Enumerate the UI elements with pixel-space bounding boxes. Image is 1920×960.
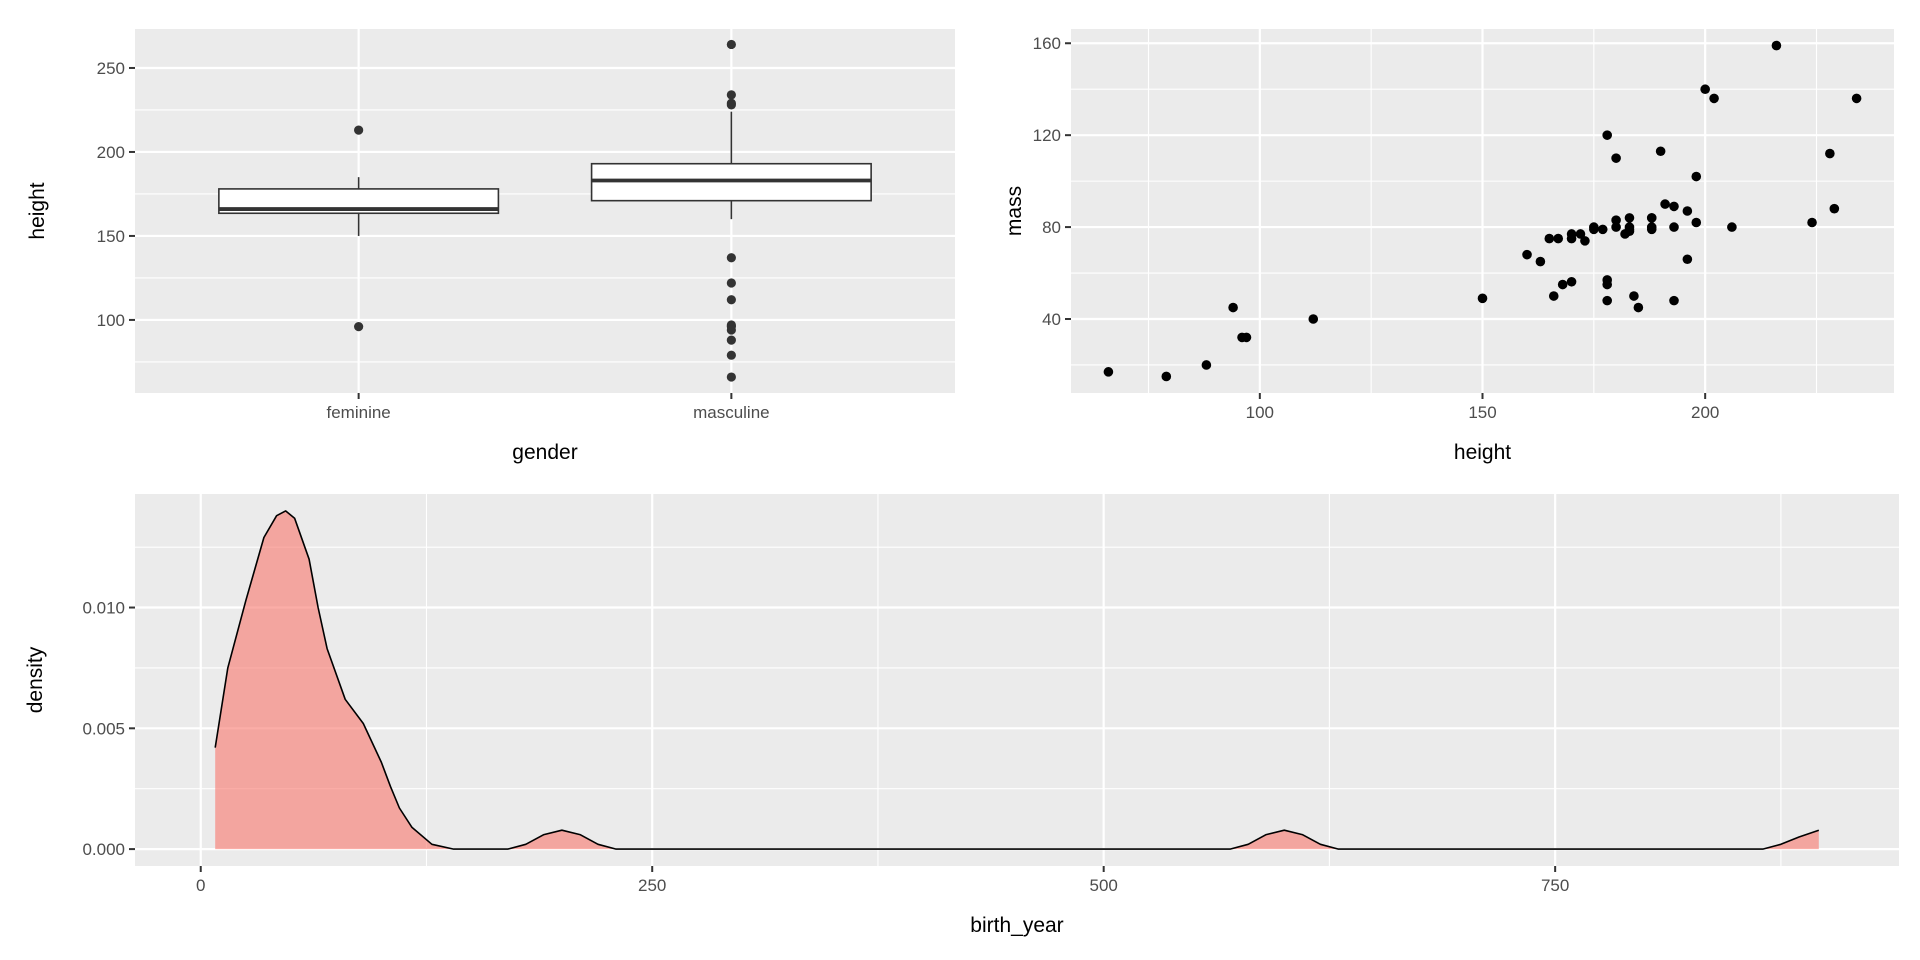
scatter-point — [1201, 360, 1212, 370]
scatter-point — [1228, 302, 1238, 313]
scatter-point — [1682, 254, 1693, 265]
scatter-point — [1611, 215, 1621, 225]
outlier-point — [726, 325, 736, 335]
scatter-point — [1655, 146, 1666, 157]
y-axis-title: mass — [1003, 186, 1026, 236]
x-axis-title: height — [1454, 441, 1511, 464]
scatter-point — [1825, 148, 1835, 159]
scatter-point — [1611, 153, 1621, 163]
outlier-point — [726, 39, 736, 50]
scatter-point — [1557, 279, 1568, 290]
scatter-point — [1602, 295, 1612, 306]
scatter-point — [1660, 199, 1670, 209]
y-tick-label: 150 — [97, 227, 125, 246]
y-tick-label: 40 — [1042, 310, 1061, 329]
scatter-point — [1669, 201, 1679, 212]
outlier-point — [726, 100, 736, 110]
scatter-point — [1589, 222, 1599, 232]
scatter-point — [1624, 222, 1635, 232]
density-area — [215, 510, 1819, 850]
scatter-point — [1700, 84, 1710, 95]
scatter-point — [1477, 293, 1488, 304]
scatter-point — [1669, 295, 1679, 306]
scatter-point — [1829, 203, 1840, 214]
y-tick-label: 100 — [97, 311, 125, 330]
scatter-point — [1807, 217, 1817, 228]
box-feminine — [218, 125, 500, 332]
scatter-point — [1624, 213, 1635, 223]
outlier-point — [726, 295, 736, 305]
y-tick-label: 250 — [97, 59, 125, 78]
scatter-point — [1611, 222, 1621, 232]
outlier-point — [354, 125, 364, 135]
scatter-point — [1633, 302, 1644, 313]
x-axis-title: birth_year — [970, 914, 1063, 937]
scatter-point — [1241, 332, 1252, 343]
scatter-point — [1691, 171, 1702, 182]
x-axis-title: gender — [512, 441, 577, 464]
panel-1: 100 150 200 250 height gender feminine masculin… — [26, 29, 955, 464]
outlier-point — [726, 350, 736, 360]
outlier-point — [354, 322, 364, 332]
scatter-point — [1669, 222, 1679, 232]
scatter-point — [1709, 93, 1719, 104]
scatter-point — [1851, 93, 1862, 104]
scatter-point — [1575, 229, 1586, 239]
x-tick-label: masculine — [693, 403, 770, 422]
x-tick-label: feminine — [327, 403, 391, 422]
scatter-point — [1544, 233, 1555, 244]
scatter-point — [1566, 233, 1577, 244]
scatter-point — [1646, 224, 1657, 235]
panel-2: 40 80 120 160 mass height 100 150 200 — [1003, 29, 1894, 464]
outlier-point — [726, 253, 736, 263]
x-tick-label: 500 — [1089, 876, 1117, 895]
panel-3: 0.000 0.005 0.010 density birth_year 0 250 500 7… — [24, 494, 1899, 937]
scatter-point — [1548, 291, 1559, 301]
panel-background — [135, 494, 1899, 866]
scatter-point — [1103, 367, 1114, 377]
x-tick-label: 0 — [196, 876, 205, 895]
density-line — [214, 510, 1820, 850]
scatter-point — [1682, 206, 1693, 216]
scatter-point — [1553, 233, 1564, 244]
outlier-point — [726, 335, 736, 345]
x-tick-label: 100 — [1246, 403, 1274, 422]
x-tick-label: 250 — [638, 876, 666, 895]
y-tick-label: 80 — [1042, 218, 1061, 237]
scatter-point — [1691, 217, 1702, 228]
scatter-point — [1566, 276, 1577, 287]
box-masculine — [590, 39, 872, 382]
x-tick-label: 150 — [1468, 403, 1496, 422]
x-tick-label: 200 — [1691, 403, 1719, 422]
scatter-point — [1629, 291, 1639, 301]
scatter-point — [1161, 371, 1172, 382]
scatter-point — [1535, 256, 1546, 267]
scatter-point — [1580, 236, 1590, 246]
scatter-point — [1522, 249, 1532, 260]
outlier-point — [726, 278, 736, 288]
scatter-point — [1602, 279, 1612, 290]
y-tick-label: 200 — [97, 143, 125, 162]
scatter-point — [1646, 213, 1657, 223]
scatter-point — [1602, 130, 1612, 140]
y-tick-label: 0.010 — [82, 599, 125, 618]
outlier-point — [726, 372, 736, 382]
scatter-point — [1727, 222, 1737, 232]
y-tick-label: 120 — [1033, 126, 1061, 145]
y-axis-title: height — [26, 182, 49, 239]
scatter-point — [1308, 314, 1319, 324]
scatter-point — [1597, 224, 1608, 235]
x-tick-label: 750 — [1541, 876, 1569, 895]
scatter-point — [1771, 40, 1782, 51]
y-tick-label: 160 — [1033, 34, 1061, 53]
y-tick-label: 0.000 — [82, 840, 125, 859]
outlier-point — [726, 90, 736, 100]
y-axis-title: density — [24, 646, 47, 713]
y-tick-label: 0.005 — [82, 719, 125, 738]
